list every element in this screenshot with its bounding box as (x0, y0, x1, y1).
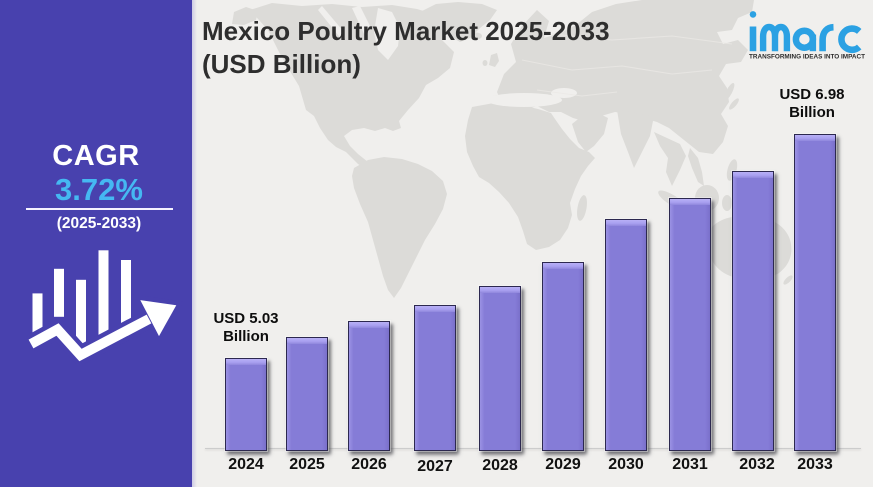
svg-text:TRANSFORMING IDEAS INTO IMPACT: TRANSFORMING IDEAS INTO IMPACT (749, 54, 865, 61)
